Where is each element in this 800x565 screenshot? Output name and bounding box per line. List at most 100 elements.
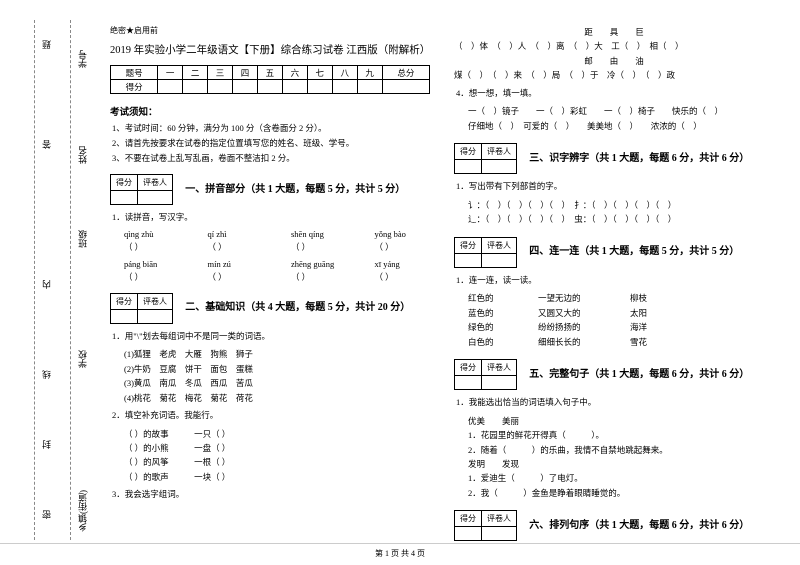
- q2-s3: 3．我会选字组词。: [112, 488, 430, 502]
- td-5[interactable]: [257, 80, 282, 94]
- sb3-v1[interactable]: [455, 160, 482, 174]
- section-2-row: 得分评卷人 二、基础知识（共 4 大题，每题 5 分，共计 20 分）: [110, 293, 430, 324]
- pa-7[interactable]: （ ）: [291, 271, 347, 283]
- th-9: 九: [357, 66, 382, 80]
- td-2[interactable]: [183, 80, 208, 94]
- q1-stem: 1．读拼音，写汉字。: [112, 211, 430, 225]
- q4r1a: 红色的: [468, 291, 516, 305]
- q2-f3[interactable]: （ ）的风筝 一根（ ）: [124, 455, 430, 469]
- sb1-v1[interactable]: [111, 191, 138, 205]
- th-0: 题号: [111, 66, 158, 80]
- q5-l1[interactable]: 1．花园里的鲜花开得真（ ）。: [468, 428, 774, 442]
- sb3-c1: 得分: [455, 144, 482, 160]
- q3-l1[interactable]: 讠：（ ）（ ）（ ）（ ） 扌：（ ）（ ）（ ）（ ）: [468, 198, 774, 212]
- score-box-2: 得分评卷人: [110, 293, 173, 324]
- q4-r3: 绿色的纷纷扬扬的海洋: [468, 320, 774, 334]
- marker-mi: 密: [40, 510, 53, 519]
- th-1: 一: [158, 66, 183, 80]
- left-column: 绝密★启用前 2019 年实验小学二年级语文【下册】综合练习试卷 江西版（附解析…: [110, 25, 430, 547]
- sb5-v1[interactable]: [455, 376, 482, 390]
- sb5-c2: 评卷人: [482, 360, 517, 376]
- section-3-title: 三、识字辨字（共 1 大题，每题 6 分，共计 6 分）: [529, 149, 749, 164]
- sb6-v1[interactable]: [455, 527, 482, 541]
- q4r2b: 又圆又大的: [538, 306, 608, 320]
- q5-l3[interactable]: 1．爱迪生（ ）了电灯。: [468, 471, 774, 485]
- q1-paren-1: （ ） （ ） （ ） （ ）: [124, 241, 430, 253]
- section-3-row: 得分评卷人 三、识字辨字（共 1 大题，每题 6 分，共计 6 分）: [454, 143, 774, 174]
- r1-f1[interactable]: 一（ ）镜子 一（ ）彩虹 一（ ）椅子 快乐的（ ）: [468, 104, 774, 118]
- sb2-v1[interactable]: [111, 309, 138, 323]
- q5-l2[interactable]: 2．随着（ ）的乐曲，我情不自禁地跳起舞来。: [468, 443, 774, 457]
- q2-l2: (2)牛奶 豆腐 饼干 面包 蛋糕: [124, 362, 430, 376]
- notice-1: 1、考试时间：60 分钟，满分为 100 分（含卷面分 2 分）。: [112, 122, 430, 134]
- sb4-v1[interactable]: [455, 253, 482, 267]
- th-7: 七: [307, 66, 332, 80]
- section-4-row: 得分评卷人 四、连一连（共 1 大题，每题 5 分，共计 5 分）: [454, 237, 774, 268]
- sb3-v2[interactable]: [482, 160, 517, 174]
- td-10[interactable]: [382, 80, 429, 94]
- pa-1[interactable]: （ ）: [124, 241, 180, 253]
- r1-f2[interactable]: 仔细地（ ） 可爱的（ ） 美美地（ ） 浓浓的（ ）: [468, 119, 774, 133]
- q2-f4[interactable]: （ ）的歌声 一块（ ）: [124, 470, 430, 484]
- py-6: mín zú: [208, 259, 264, 269]
- q3-l2[interactable]: 辶：（ ）（ ）（ ）（ ） 虫：（ ）（ ）（ ）（ ）: [468, 212, 774, 226]
- pa-3[interactable]: （ ）: [291, 241, 347, 253]
- sb1-v2[interactable]: [138, 191, 173, 205]
- sb2-v2[interactable]: [138, 309, 173, 323]
- td-8[interactable]: [332, 80, 357, 94]
- score-header-row: 题号 一 二 三 四 五 六 七 八 九 总分: [111, 66, 430, 80]
- sb1-c2: 评卷人: [138, 175, 173, 191]
- sb2-c2: 评卷人: [138, 293, 173, 309]
- sb6-c2: 评卷人: [482, 511, 517, 527]
- sb3-c2: 评卷人: [482, 144, 517, 160]
- py-4: yǒng bào: [375, 229, 431, 239]
- bind-label-banji: 班级: [76, 230, 89, 248]
- binding-line-1: [34, 20, 35, 540]
- td-4[interactable]: [233, 80, 258, 94]
- section-4-title: 四、连一连（共 1 大题，每题 5 分，共计 5 分）: [529, 242, 739, 257]
- td-1[interactable]: [158, 80, 183, 94]
- r1-l2[interactable]: （ ）体 （ ）人 （ ）离 （ ）大 工（ ） 相（ ）: [454, 39, 774, 53]
- py-7: zhēng guāng: [291, 259, 347, 269]
- pa-2[interactable]: （ ）: [208, 241, 264, 253]
- q2-f2[interactable]: （ ）的小熊 一盘（ ）: [124, 441, 430, 455]
- sb4-c1: 得分: [455, 237, 482, 253]
- r1-s4: 4．想一想，填一填。: [456, 87, 774, 101]
- th-4: 四: [233, 66, 258, 80]
- sb6-v2[interactable]: [482, 527, 517, 541]
- pa-5[interactable]: （ ）: [124, 271, 180, 283]
- q1-pinyin-1: qìng zhù qí zhì shēn qíng yǒng bào: [124, 229, 430, 239]
- bind-label-xuehao: 学号: [76, 50, 89, 68]
- marker-da: 答: [40, 140, 53, 149]
- pa-6[interactable]: （ ）: [208, 271, 264, 283]
- pa-4[interactable]: （ ）: [375, 241, 431, 253]
- th-6: 六: [282, 66, 307, 80]
- pa-8[interactable]: （ ）: [375, 271, 431, 283]
- q5-l4[interactable]: 2．我（ ）金鱼是睁着眼睛睡觉的。: [468, 486, 774, 500]
- py-5: páng biān: [124, 259, 180, 269]
- sb4-c2: 评卷人: [482, 237, 517, 253]
- py-2: qí zhì: [208, 229, 264, 239]
- td-6[interactable]: [282, 80, 307, 94]
- q4r3c: 海洋: [630, 320, 670, 334]
- sb4-v2[interactable]: [482, 253, 517, 267]
- r1-l4[interactable]: 煤（ ） （ ）来 （ ）局 （ ）于 冷（ ） （ ）政: [454, 68, 774, 82]
- q4-r2: 蓝色的又圆又大的太阳: [468, 306, 774, 320]
- paper-title: 2019 年实验小学二年级语文【下册】综合练习试卷 江西版（附解析）: [110, 42, 430, 57]
- q2-f1[interactable]: （ ）的故事 一只（ ）: [124, 427, 430, 441]
- td-7[interactable]: [307, 80, 332, 94]
- section-6-title: 六、排列句序（共 1 大题，每题 6 分，共计 6 分）: [529, 516, 749, 531]
- td-3[interactable]: [208, 80, 233, 94]
- sb5-v2[interactable]: [482, 376, 517, 390]
- sb2-c1: 得分: [111, 293, 138, 309]
- q5-h2: 发明 发现: [468, 457, 774, 471]
- q1-pinyin-2: páng biān mín zú zhēng guāng xī yáng: [124, 259, 430, 269]
- notice-2: 2、请首先按要求在试卷的指定位置填写您的姓名、班级、学号。: [112, 137, 430, 149]
- td-9[interactable]: [357, 80, 382, 94]
- q4r2a: 蓝色的: [468, 306, 516, 320]
- q4r4b: 细细长长的: [538, 335, 608, 349]
- score-box-3: 得分评卷人: [454, 143, 517, 174]
- score-box-1: 得分评卷人: [110, 174, 173, 205]
- score-box-6: 得分评卷人: [454, 510, 517, 541]
- notice-title: 考试须知：: [110, 104, 430, 118]
